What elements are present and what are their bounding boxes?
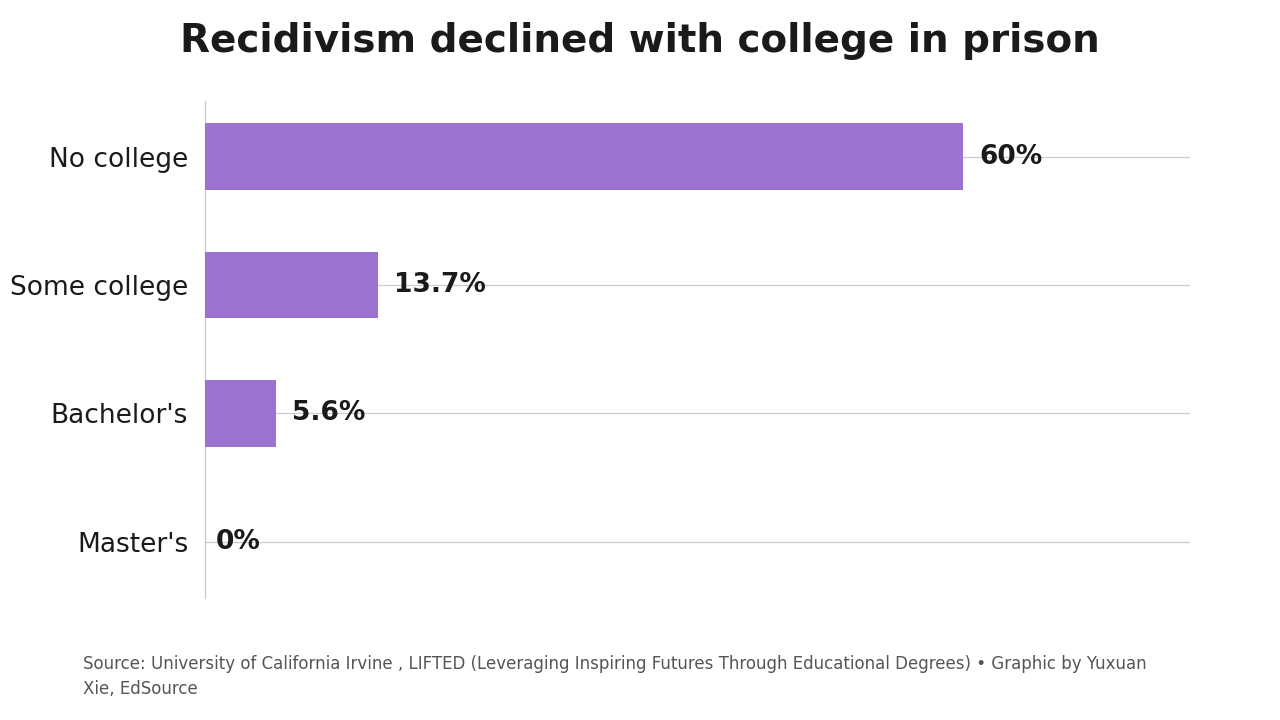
Bar [205, 380, 275, 446]
Text: Source: University of California Irvine , LIFTED (Leveraging Inspiring Futures T: Source: University of California Irvine … [83, 655, 1147, 698]
Bar [205, 252, 378, 318]
Text: 13.7%: 13.7% [394, 272, 486, 298]
Text: Recidivism declined with college in prison: Recidivism declined with college in pris… [180, 22, 1100, 60]
Text: 5.6%: 5.6% [292, 400, 365, 426]
Text: 60%: 60% [979, 144, 1043, 170]
Text: 0%: 0% [216, 528, 261, 554]
Bar [205, 123, 963, 190]
